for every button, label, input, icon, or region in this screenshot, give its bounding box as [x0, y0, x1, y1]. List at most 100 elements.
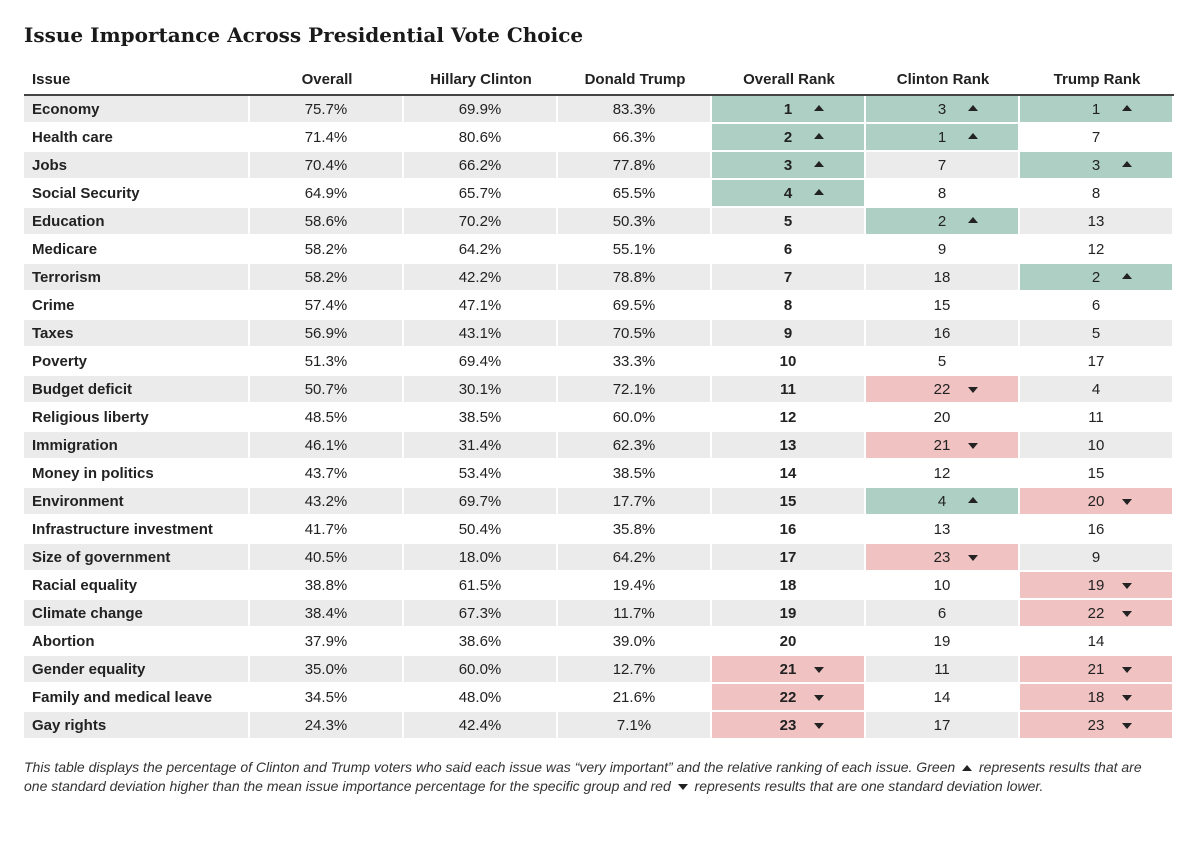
rank-value: 14 — [933, 688, 951, 706]
table-row: Terrorism 58.2% 42.2% 78.8% 7 18 2 — [24, 264, 1174, 292]
issue-cell: Racial equality — [24, 572, 250, 600]
overall-pct-cell: 43.2% — [250, 488, 404, 516]
up-triangle-icon — [1122, 105, 1132, 111]
col-header-trump-rank: Trump Rank — [1020, 64, 1174, 96]
col-header-clinton-rank: Clinton Rank — [866, 64, 1020, 96]
overall-rank-cell: 4 — [712, 180, 866, 208]
rank-value: 20 — [933, 408, 951, 426]
trump-rank-cell: 12 — [1020, 236, 1174, 264]
overall-pct-cell: 58.6% — [250, 208, 404, 236]
overall-rank-cell: 12 — [712, 404, 866, 432]
clinton-pct-cell: 80.6% — [404, 124, 558, 152]
table-caption: This table displays the percentage of Cl… — [24, 758, 1144, 796]
rank-value: 16 — [1087, 520, 1105, 538]
table-row: Crime 57.4% 47.1% 69.5% 8 15 6 — [24, 292, 1174, 320]
issue-cell: Economy — [24, 96, 250, 124]
clinton-rank-cell: 16 — [866, 320, 1020, 348]
rank-value: 22 — [933, 380, 951, 398]
overall-pct-cell: 37.9% — [250, 628, 404, 656]
issue-cell: Infrastructure investment — [24, 516, 250, 544]
trump-rank-cell: 6 — [1020, 292, 1174, 320]
issue-cell: Terrorism — [24, 264, 250, 292]
rank-value: 6 — [937, 604, 947, 622]
col-header-issue: Issue — [24, 64, 250, 96]
trump-rank-cell: 19 — [1020, 572, 1174, 600]
table-row: Family and medical leave 34.5% 48.0% 21.6% 2… — [24, 684, 1174, 712]
rank-value: 11 — [934, 660, 950, 678]
clinton-rank-cell: 1 — [866, 124, 1020, 152]
trump-pct-cell: 70.5% — [558, 320, 712, 348]
rank-value: 1 — [1091, 100, 1101, 118]
rank-value: 21 — [779, 660, 797, 678]
trump-pct-cell: 55.1% — [558, 236, 712, 264]
clinton-rank-cell: 17 — [866, 712, 1020, 740]
table-row: Size of government 40.5% 18.0% 64.2% 17 23 9 — [24, 544, 1174, 572]
rank-value: 8 — [1091, 184, 1101, 202]
trump-pct-cell: 72.1% — [558, 376, 712, 404]
col-header-overall: Overall — [250, 64, 404, 96]
rank-value: 2 — [783, 128, 793, 146]
issue-cell: Abortion — [24, 628, 250, 656]
up-triangle-icon — [814, 105, 824, 111]
overall-pct-cell: 24.3% — [250, 712, 404, 740]
overall-pct-cell: 75.7% — [250, 96, 404, 124]
trump-rank-cell: 11 — [1020, 404, 1174, 432]
table-body: Economy 75.7% 69.9% 83.3% 1 3 1 Health care 71.4… — [24, 96, 1174, 740]
clinton-rank-cell: 14 — [866, 684, 1020, 712]
overall-rank-cell: 20 — [712, 628, 866, 656]
rank-value: 5 — [783, 212, 793, 230]
issue-table: Issue Overall Hillary Clinton Donald Tru… — [24, 64, 1174, 740]
trump-pct-cell: 60.0% — [558, 404, 712, 432]
overall-rank-cell: 9 — [712, 320, 866, 348]
issue-cell: Gender equality — [24, 656, 250, 684]
overall-pct-cell: 43.7% — [250, 460, 404, 488]
overall-rank-cell: 1 — [712, 96, 866, 124]
clinton-pct-cell: 18.0% — [404, 544, 558, 572]
clinton-pct-cell: 50.4% — [404, 516, 558, 544]
trump-pct-cell: 33.3% — [558, 348, 712, 376]
overall-rank-cell: 8 — [712, 292, 866, 320]
overall-pct-cell: 34.5% — [250, 684, 404, 712]
issue-cell: Climate change — [24, 600, 250, 628]
issue-cell: Poverty — [24, 348, 250, 376]
clinton-rank-cell: 5 — [866, 348, 1020, 376]
trump-pct-cell: 66.3% — [558, 124, 712, 152]
down-triangle-icon — [968, 387, 978, 393]
trump-rank-cell: 18 — [1020, 684, 1174, 712]
trump-pct-cell: 35.8% — [558, 516, 712, 544]
trump-rank-cell: 7 — [1020, 124, 1174, 152]
clinton-pct-cell: 66.2% — [404, 152, 558, 180]
rank-value: 17 — [779, 548, 797, 566]
trump-pct-cell: 39.0% — [558, 628, 712, 656]
up-triangle-icon — [968, 497, 978, 503]
rank-value: 7 — [937, 156, 947, 174]
overall-pct-cell: 71.4% — [250, 124, 404, 152]
table-title: Issue Importance Across Presidential Vot… — [24, 23, 584, 47]
table-row: Racial equality 38.8% 61.5% 19.4% 18 10 19 — [24, 572, 1174, 600]
up-triangle-icon — [968, 133, 978, 139]
trump-rank-cell: 23 — [1020, 712, 1174, 740]
issue-cell: Jobs — [24, 152, 250, 180]
rank-value: 11 — [1088, 408, 1104, 426]
clinton-pct-cell: 67.3% — [404, 600, 558, 628]
clinton-rank-cell: 8 — [866, 180, 1020, 208]
trump-rank-cell: 4 — [1020, 376, 1174, 404]
table-row: Gender equality 35.0% 60.0% 12.7% 21 11 21 — [24, 656, 1174, 684]
col-header-trump: Donald Trump — [558, 64, 712, 96]
clinton-pct-cell: 65.7% — [404, 180, 558, 208]
trump-rank-cell: 5 — [1020, 320, 1174, 348]
overall-pct-cell: 50.7% — [250, 376, 404, 404]
rank-value: 7 — [783, 268, 793, 286]
trump-rank-cell: 20 — [1020, 488, 1174, 516]
overall-rank-cell: 7 — [712, 264, 866, 292]
rank-value: 21 — [1087, 660, 1105, 678]
overall-rank-cell: 22 — [712, 684, 866, 712]
trump-rank-cell: 22 — [1020, 600, 1174, 628]
rank-value: 1 — [937, 128, 947, 146]
rank-value: 7 — [1091, 128, 1101, 146]
trump-rank-cell: 1 — [1020, 96, 1174, 124]
rank-value: 18 — [933, 268, 951, 286]
rank-value: 6 — [783, 240, 793, 258]
down-triangle-icon — [968, 443, 978, 449]
down-triangle-icon — [814, 667, 824, 673]
